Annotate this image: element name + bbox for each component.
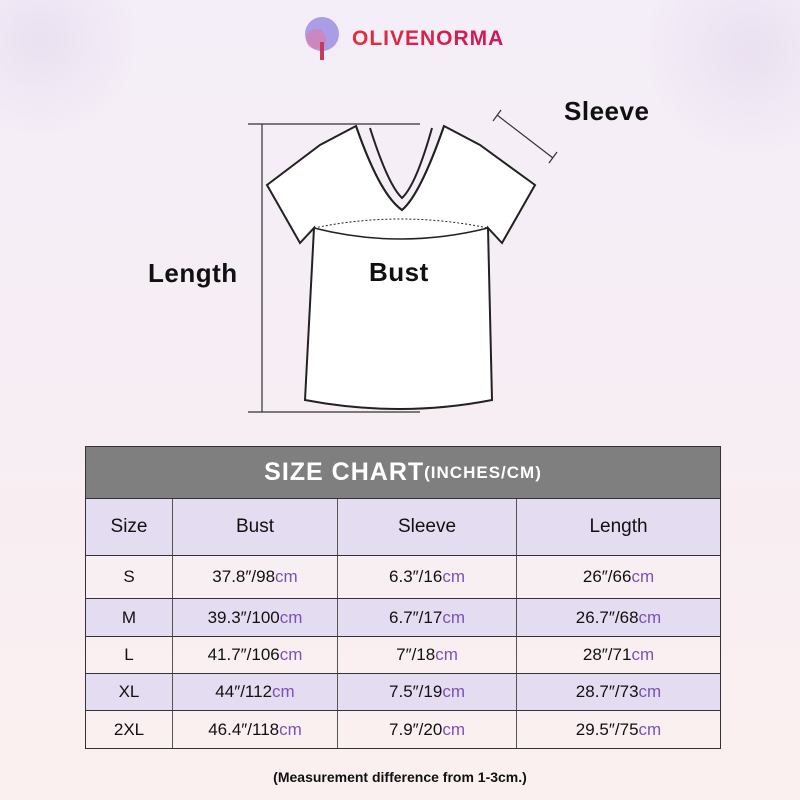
unit: cm bbox=[435, 645, 458, 664]
brand-logo: OLIVENORMA bbox=[298, 14, 504, 64]
length-label: Length bbox=[148, 258, 238, 288]
cell-length: 28.7″/73 cm bbox=[517, 674, 720, 710]
value: 26″/66 bbox=[582, 567, 632, 586]
cell-bust: 46.4″/118 cm bbox=[173, 711, 338, 748]
brand-name: OLIVENORMA bbox=[352, 27, 505, 50]
tree-icon bbox=[305, 17, 339, 60]
cell-length: 26.7″/68 cm bbox=[517, 599, 720, 636]
cell-sleeve: 6.7″/17 cm bbox=[338, 599, 517, 636]
value: 6.7″/17 bbox=[389, 607, 443, 627]
cell-sleeve: 7″/18 cm bbox=[338, 637, 517, 673]
bust-label: Bust bbox=[369, 257, 429, 287]
table-row: 2XL 46.4″/118 cm 7.9″/20 cm 29.5″/75 cm bbox=[86, 711, 720, 748]
value: 44″/112 bbox=[215, 682, 273, 701]
header-row: Size Bust Sleeve Length bbox=[86, 499, 720, 556]
value: 29.5″/75 bbox=[575, 719, 639, 739]
value: 46.4″/118 bbox=[208, 719, 280, 739]
unit: cm bbox=[442, 567, 465, 586]
header-size: Size bbox=[86, 499, 173, 555]
unit: cm bbox=[272, 682, 295, 701]
cell-size: S bbox=[86, 556, 173, 598]
value: 28.7″/73 bbox=[575, 682, 639, 701]
unit: cm bbox=[638, 607, 662, 627]
cell-bust: 44″/112 cm bbox=[173, 674, 338, 710]
cell-size: 2XL bbox=[86, 711, 173, 748]
table-row: M 39.3″/100 cm 6.7″/17 cm 26.7″/68 cm bbox=[86, 599, 720, 637]
cell-bust: 37.8″/98 cm bbox=[173, 556, 338, 598]
unit: cm bbox=[631, 645, 655, 664]
value: 26.7″/68 bbox=[575, 607, 639, 627]
value: 6.3″/16 bbox=[389, 567, 443, 586]
table-row: L 41.7″/106 cm 7″/18 cm 28″/71 cm bbox=[86, 637, 720, 674]
value: 7.9″/20 bbox=[389, 719, 443, 739]
unit: cm bbox=[279, 607, 303, 627]
unit: cm bbox=[442, 719, 465, 739]
value: 41.7″/106 bbox=[207, 645, 280, 664]
cell-length: 29.5″/75 cm bbox=[517, 711, 720, 748]
unit: cm bbox=[442, 607, 465, 627]
cell-bust: 39.3″/100 cm bbox=[173, 599, 338, 636]
table-title: SIZE CHART (INCHES/CM) bbox=[86, 447, 720, 499]
cell-sleeve: 7.5″/19 cm bbox=[338, 674, 517, 710]
cell-length: 26″/66 cm bbox=[517, 556, 720, 598]
cell-length: 28″/71 cm bbox=[517, 637, 720, 673]
unit: cm bbox=[631, 567, 655, 586]
measurement-note: (Measurement difference from 1-3cm.) bbox=[273, 769, 527, 785]
cell-size: XL bbox=[86, 674, 173, 710]
cell-size: M bbox=[86, 599, 173, 636]
header-sleeve: Sleeve bbox=[338, 499, 517, 555]
unit: cm bbox=[638, 719, 662, 739]
table-row: XL 44″/112 cm 7.5″/19 cm 28.7″/73 cm bbox=[86, 674, 720, 711]
unit: cm bbox=[279, 719, 302, 739]
cell-sleeve: 7.9″/20 cm bbox=[338, 711, 517, 748]
value: 28″/71 bbox=[582, 645, 632, 664]
title-text: SIZE CHART bbox=[264, 458, 425, 486]
sleeve-label: Sleeve bbox=[564, 96, 650, 126]
value: 7.5″/19 bbox=[389, 682, 443, 701]
title-unit: (INCHES/CM) bbox=[424, 462, 542, 482]
value: 39.3″/100 bbox=[207, 607, 280, 627]
cell-sleeve: 6.3″/16 cm bbox=[338, 556, 517, 598]
header-length: Length bbox=[589, 516, 648, 537]
value: 7″/18 bbox=[396, 645, 436, 664]
unit: cm bbox=[275, 567, 298, 586]
tshirt-diagram bbox=[248, 109, 558, 413]
unit: cm bbox=[442, 682, 465, 701]
unit: cm bbox=[279, 645, 303, 664]
size-chart-table: SIZE CHART (INCHES/CM) Size Bust Sleeve L… bbox=[85, 446, 721, 749]
table-row: S 37.8″/98 cm 6.3″/16 cm 26″/66 cm bbox=[86, 556, 720, 599]
cell-size: L bbox=[86, 637, 173, 673]
value: 37.8″/98 bbox=[212, 567, 276, 586]
cell-bust: 41.7″/106 cm bbox=[173, 637, 338, 673]
unit: cm bbox=[638, 682, 662, 701]
header-bust: Bust bbox=[173, 499, 338, 555]
